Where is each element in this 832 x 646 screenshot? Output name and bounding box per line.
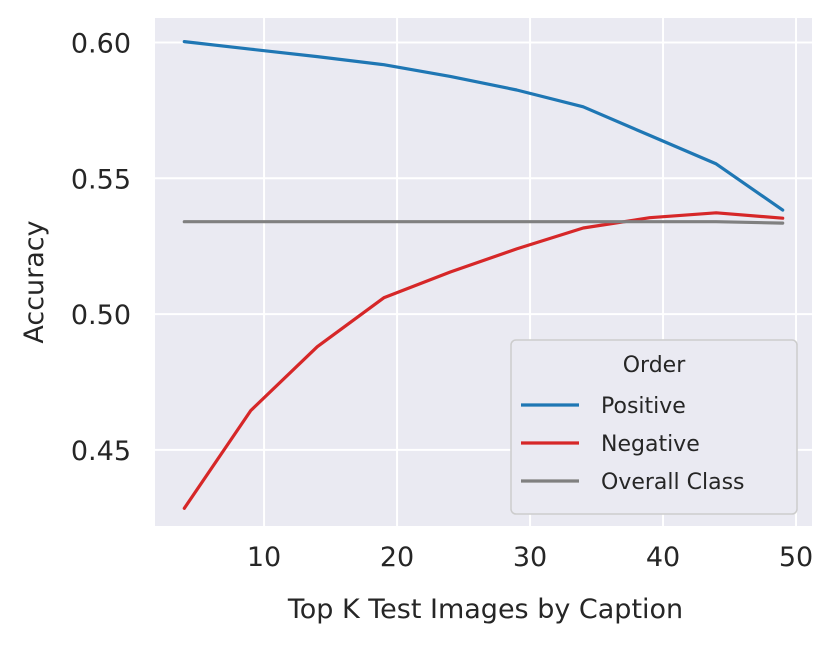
legend-label: Overall Class bbox=[601, 470, 745, 495]
x-axis-label: Top K Test Images by Caption bbox=[287, 594, 683, 625]
legend-label: Negative bbox=[601, 432, 700, 457]
x-tick-label: 50 bbox=[779, 542, 813, 573]
series-line-positive bbox=[182, 39, 785, 212]
series-line-overall-class bbox=[182, 220, 785, 225]
legend-items: Positive Negative Overall Class bbox=[521, 394, 745, 495]
x-tick-label: 30 bbox=[513, 542, 547, 573]
series-lines bbox=[182, 39, 785, 510]
legend-box bbox=[510, 339, 798, 515]
x-tick-label: 40 bbox=[646, 542, 680, 573]
legend-title: Order bbox=[623, 353, 686, 378]
legend: Order Positive Negative Overall Class bbox=[510, 339, 798, 515]
x-tick-label: 20 bbox=[380, 542, 414, 573]
y-axis-label: Accuracy bbox=[19, 220, 50, 343]
series-line-negative bbox=[182, 211, 785, 510]
x-tick-label: 10 bbox=[247, 542, 281, 573]
y-tick-label: 0.50 bbox=[71, 300, 131, 331]
y-tick-label: 0.45 bbox=[71, 436, 131, 467]
y-tick-label: 0.60 bbox=[71, 28, 131, 59]
legend-label: Positive bbox=[601, 394, 686, 419]
x-tick-labels: 10 20 30 40 50 bbox=[247, 542, 813, 573]
y-tick-label: 0.55 bbox=[71, 164, 131, 195]
y-tick-labels: 0.45 0.50 0.55 0.60 bbox=[71, 28, 131, 466]
